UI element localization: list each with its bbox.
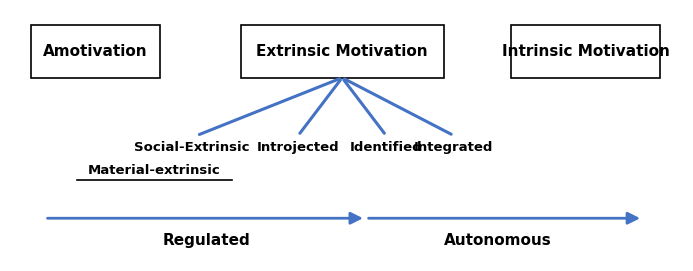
Text: Autonomous: Autonomous <box>444 233 552 248</box>
Text: Social-Extrinsic: Social-Extrinsic <box>134 141 249 154</box>
Text: Amotivation: Amotivation <box>43 44 148 59</box>
Text: Identified: Identified <box>350 141 422 154</box>
Text: Introjected: Introjected <box>257 141 340 154</box>
Text: Integrated: Integrated <box>414 141 493 154</box>
Text: Intrinsic Motivation: Intrinsic Motivation <box>502 44 669 59</box>
Text: Material-extrinsic: Material-extrinsic <box>88 164 220 178</box>
FancyBboxPatch shape <box>511 25 660 78</box>
Text: Regulated: Regulated <box>163 233 251 248</box>
FancyBboxPatch shape <box>240 25 444 78</box>
FancyBboxPatch shape <box>31 25 159 78</box>
Text: Extrinsic Motivation: Extrinsic Motivation <box>256 44 428 59</box>
